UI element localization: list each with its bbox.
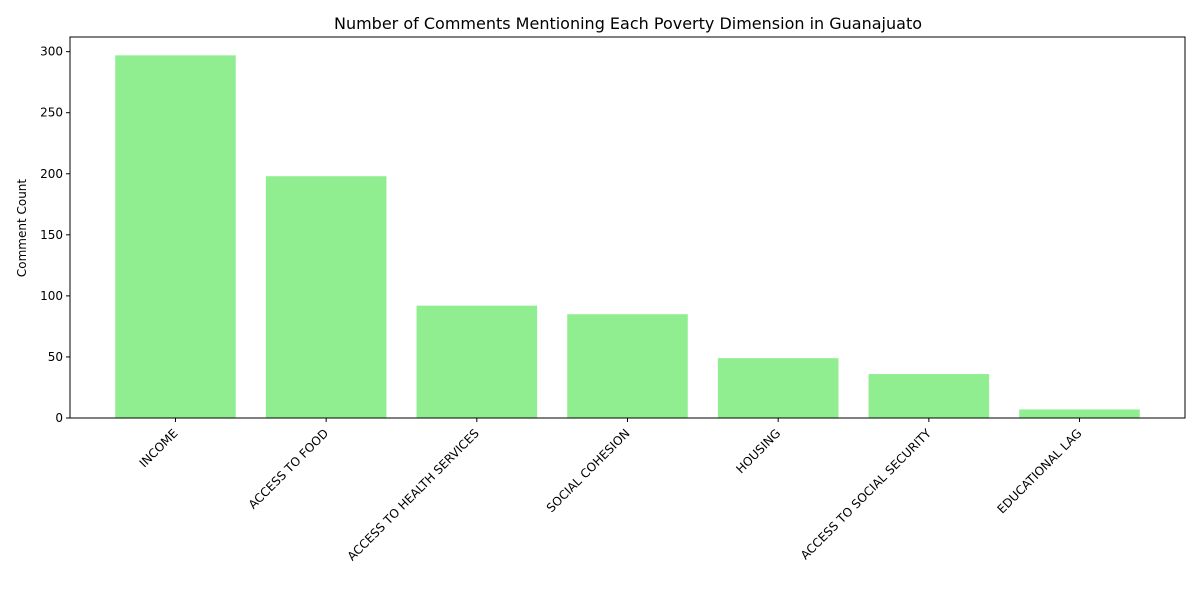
x-tick-label-1: ACCESS TO FOOD bbox=[246, 426, 332, 512]
y-tick-label-1: 50 bbox=[48, 350, 63, 364]
x-tick-label-0: INCOME bbox=[137, 426, 181, 470]
x-tick-label-6: EDUCATIONAL LAG bbox=[994, 426, 1084, 516]
bar-2 bbox=[416, 305, 538, 418]
y-tick-label-5: 250 bbox=[40, 106, 63, 120]
x-tick-label-3: SOCIAL COHESION bbox=[544, 426, 633, 515]
bar-1 bbox=[265, 176, 387, 418]
y-tick-label-4: 200 bbox=[40, 167, 63, 181]
bar-5 bbox=[868, 374, 990, 418]
y-tick-label-2: 100 bbox=[40, 289, 63, 303]
x-tick-label-2: ACCESS TO HEALTH SERVICES bbox=[345, 426, 482, 563]
y-tick-label-6: 300 bbox=[40, 45, 63, 59]
bar-4 bbox=[717, 358, 839, 418]
chart-title: Number of Comments Mentioning Each Pover… bbox=[334, 14, 922, 33]
bar-3 bbox=[567, 314, 688, 418]
bar-0 bbox=[115, 55, 236, 418]
x-tick-label-5: ACCESS TO SOCIAL SECURITY bbox=[798, 426, 935, 563]
x-tick-label-4: HOUSING bbox=[733, 426, 783, 476]
y-tick-label-3: 150 bbox=[40, 228, 63, 242]
bar-6 bbox=[1019, 409, 1140, 418]
y-tick-label-0: 0 bbox=[55, 411, 63, 425]
y-axis-label: Comment Count bbox=[15, 179, 29, 278]
